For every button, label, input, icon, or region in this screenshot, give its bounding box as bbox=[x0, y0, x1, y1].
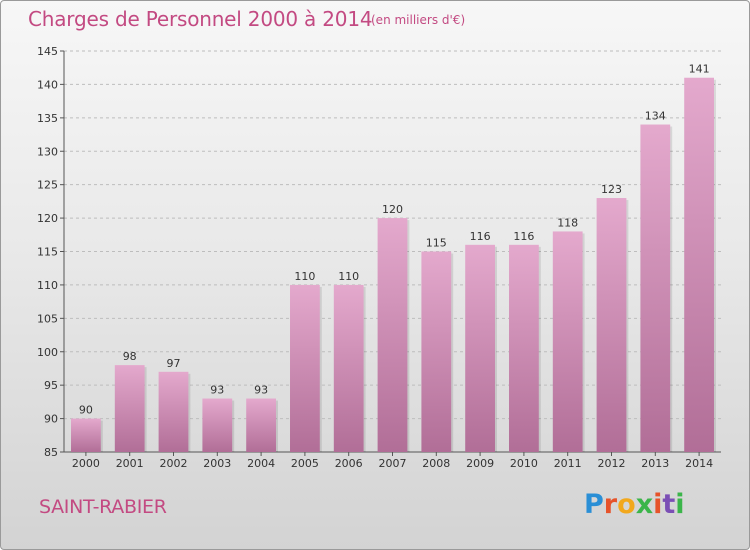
x-tick-label: 2010 bbox=[510, 457, 538, 470]
y-tick-label: 125 bbox=[37, 179, 58, 192]
logo-letter: t bbox=[662, 489, 676, 520]
logo-letter: x bbox=[635, 489, 654, 520]
y-tick-label: 140 bbox=[37, 78, 58, 91]
labels: 90 2000 98 2001 97 2002 93 2003 93 2004 110 2005 110… bbox=[72, 63, 713, 470]
y-tick-label: 95 bbox=[44, 379, 58, 392]
x-tick-label: 2008 bbox=[422, 457, 450, 470]
bar-value-label: 90 bbox=[79, 404, 93, 417]
bar bbox=[465, 244, 495, 452]
y-tick-label: 110 bbox=[37, 279, 58, 292]
x-tick-label: 2004 bbox=[247, 457, 275, 470]
bars bbox=[71, 77, 716, 453]
bar bbox=[246, 398, 276, 452]
x-tick-label: 2009 bbox=[466, 457, 494, 470]
bar-value-label: 118 bbox=[557, 216, 578, 229]
bar-value-label: 98 bbox=[123, 350, 137, 363]
bar bbox=[377, 218, 408, 452]
chart-subtitle: (en milliers d'€) bbox=[371, 13, 466, 27]
x-tick-label: 2014 bbox=[685, 457, 713, 470]
bar-value-label: 93 bbox=[210, 384, 224, 397]
proxiti-logo: Proxiti bbox=[584, 489, 685, 520]
y-tick-label: 105 bbox=[37, 312, 58, 325]
bar bbox=[114, 365, 145, 452]
bar-value-label: 115 bbox=[426, 237, 447, 250]
x-tick-label: 2006 bbox=[335, 457, 363, 470]
bar-value-label: 110 bbox=[294, 270, 315, 283]
bar bbox=[158, 371, 189, 452]
logo-letter: P bbox=[584, 489, 604, 520]
bar-value-label: 123 bbox=[601, 183, 622, 196]
bar bbox=[71, 418, 101, 452]
bar bbox=[552, 231, 583, 452]
x-tick-label: 2003 bbox=[203, 457, 231, 470]
bar bbox=[290, 284, 320, 452]
y-tick-label: 145 bbox=[37, 45, 58, 58]
x-tick-label: 2011 bbox=[554, 457, 582, 470]
bar bbox=[596, 198, 627, 452]
chart-title: Charges de Personnel 2000 à 2014 bbox=[28, 7, 373, 31]
x-tick-label: 2000 bbox=[72, 457, 100, 470]
bar-value-label: 116 bbox=[470, 230, 491, 243]
bar-value-label: 110 bbox=[338, 270, 359, 283]
bar-value-label: 116 bbox=[513, 230, 534, 243]
y-tick-label: 130 bbox=[37, 145, 58, 158]
logo-letter: i bbox=[653, 489, 663, 520]
bar bbox=[202, 398, 233, 452]
x-tick-label: 2001 bbox=[116, 457, 144, 470]
y-tick-label: 115 bbox=[37, 246, 58, 259]
bar-value-label: 93 bbox=[254, 384, 268, 397]
bar-value-label: 134 bbox=[645, 110, 666, 123]
y-tick-label: 120 bbox=[37, 212, 58, 225]
y-tick-label: 100 bbox=[37, 346, 58, 359]
x-tick-label: 2002 bbox=[160, 457, 188, 470]
x-tick-label: 2007 bbox=[379, 457, 407, 470]
y-tick-label: 90 bbox=[44, 413, 58, 426]
logo-letter: i bbox=[675, 489, 685, 520]
bar-value-label: 120 bbox=[382, 203, 403, 216]
bar-value-label: 97 bbox=[167, 357, 181, 370]
x-tick-label: 2012 bbox=[598, 457, 626, 470]
bar bbox=[640, 124, 671, 453]
x-tick-label: 2005 bbox=[291, 457, 319, 470]
y-tick-label: 135 bbox=[37, 112, 58, 125]
y-tick-label: 85 bbox=[44, 446, 58, 459]
bar bbox=[684, 77, 714, 452]
town-name: SAINT-RABIER bbox=[39, 496, 167, 518]
logo-letter: r bbox=[603, 489, 618, 520]
bar bbox=[509, 244, 539, 452]
logo-letter: o bbox=[617, 489, 636, 520]
bar-value-label: 141 bbox=[689, 63, 710, 76]
bar bbox=[333, 284, 364, 452]
x-tick-label: 2013 bbox=[641, 457, 669, 470]
bar bbox=[421, 251, 452, 452]
